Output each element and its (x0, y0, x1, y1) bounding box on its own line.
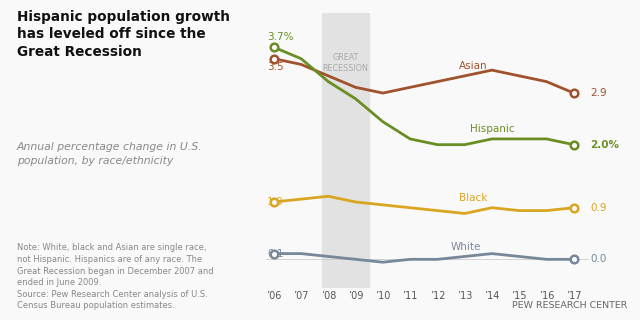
Text: 0.9: 0.9 (590, 203, 607, 213)
Text: 3.7%: 3.7% (267, 32, 294, 42)
Text: Note: White, black and Asian are single race,
not Hispanic. Hispanics are of any: Note: White, black and Asian are single … (17, 243, 213, 310)
Text: 2.9: 2.9 (590, 88, 607, 98)
Text: GREAT
RECESSION: GREAT RECESSION (323, 53, 368, 73)
Text: Hispanic population growth
has leveled off since the
Great Recession: Hispanic population growth has leveled o… (17, 10, 230, 59)
Text: PEW RESEARCH CENTER: PEW RESEARCH CENTER (512, 301, 627, 310)
Bar (321, 13, 369, 288)
Text: Hispanic: Hispanic (470, 124, 515, 134)
Text: 3.5: 3.5 (267, 61, 284, 72)
Text: Annual percentage change in U.S.
population, by race/ethnicity: Annual percentage change in U.S. populat… (17, 142, 202, 165)
Text: 0.1: 0.1 (267, 249, 284, 259)
Text: 2.0%: 2.0% (590, 140, 619, 150)
Text: 1.0: 1.0 (267, 197, 284, 207)
Text: Asian: Asian (460, 61, 488, 71)
Text: 0.0: 0.0 (590, 254, 607, 264)
Text: Black: Black (460, 193, 488, 203)
Text: White: White (451, 242, 481, 252)
